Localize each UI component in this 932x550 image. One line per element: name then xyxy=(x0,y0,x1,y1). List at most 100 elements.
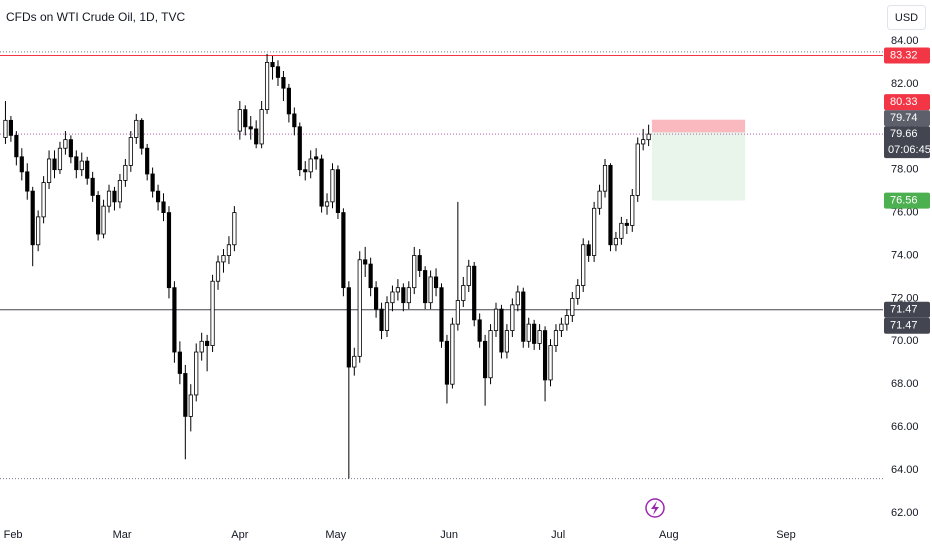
candle-body xyxy=(155,190,161,203)
candle xyxy=(346,281,351,479)
candle xyxy=(30,186,35,267)
candle-body xyxy=(57,147,63,171)
candle-body xyxy=(499,308,504,353)
x-tick-label: Jul xyxy=(551,529,565,541)
candle-body xyxy=(433,276,439,289)
candle xyxy=(232,206,237,252)
candle xyxy=(472,261,477,327)
y-tick-label: 78.00 xyxy=(891,164,919,176)
candle-body xyxy=(68,139,73,158)
chart-title: CFDs on WTI Crude Oil, 1D, TVC xyxy=(6,10,185,24)
y-tick-label: 82.00 xyxy=(891,78,919,90)
candle-body xyxy=(559,323,564,331)
candle-body xyxy=(483,340,488,379)
candle xyxy=(635,137,640,202)
candle-body xyxy=(248,126,253,130)
candle-body xyxy=(635,143,640,196)
candle-body xyxy=(564,315,569,325)
y-tick-label: 66.00 xyxy=(891,421,919,433)
price-label-box xyxy=(884,110,930,127)
stop-zone xyxy=(651,119,746,133)
candle-body xyxy=(25,171,30,192)
candle-body xyxy=(183,373,188,417)
candle-body xyxy=(570,297,575,316)
candle xyxy=(423,266,428,310)
candle xyxy=(406,281,411,310)
currency-button[interactable] xyxy=(887,5,926,30)
candle-body xyxy=(63,139,68,149)
candle-body xyxy=(292,113,297,128)
candle xyxy=(19,148,24,181)
candle xyxy=(439,283,444,348)
candle xyxy=(592,201,597,262)
candle xyxy=(597,184,602,215)
candle xyxy=(450,317,455,389)
candle xyxy=(8,116,13,142)
candle-body xyxy=(237,109,242,132)
candle xyxy=(499,304,504,359)
candle-body xyxy=(90,177,95,196)
candle-body xyxy=(521,291,526,342)
candle-body xyxy=(117,180,123,203)
candle xyxy=(308,150,313,179)
candle xyxy=(537,324,542,350)
candle xyxy=(117,173,123,209)
candle-body xyxy=(412,255,417,289)
price-label: 80.33 xyxy=(890,96,918,108)
candle xyxy=(254,120,259,149)
price-label-box xyxy=(884,317,930,334)
x-tick-label: May xyxy=(325,529,346,541)
candle-body xyxy=(286,87,291,115)
candle xyxy=(264,53,270,114)
candle xyxy=(226,236,232,265)
y-tick-label: 68.00 xyxy=(891,378,919,390)
candle xyxy=(352,347,357,376)
candle-body xyxy=(401,287,406,304)
candle-body xyxy=(254,128,259,145)
candle-body xyxy=(221,255,226,263)
candle xyxy=(570,291,575,322)
y-tick-label: 84.00 xyxy=(891,35,919,47)
event-bolt[interactable] xyxy=(651,501,659,515)
candle-body xyxy=(226,244,232,256)
candle xyxy=(417,249,422,277)
candle-body xyxy=(335,169,341,213)
countdown-label: 07:06:45 xyxy=(888,144,931,156)
candle xyxy=(292,107,297,136)
currency-label[interactable]: USD xyxy=(895,12,918,24)
candle-body xyxy=(166,212,172,289)
candle xyxy=(215,255,221,290)
candle-body xyxy=(630,195,635,226)
candle-body xyxy=(139,119,144,149)
candle-body xyxy=(624,222,629,226)
candle xyxy=(139,118,144,155)
candle xyxy=(188,384,193,432)
candle-body xyxy=(368,263,373,289)
candle-body xyxy=(455,300,460,325)
candle xyxy=(41,176,46,224)
candle-body xyxy=(134,119,139,138)
candle xyxy=(128,131,133,172)
candle-body xyxy=(395,287,400,293)
candle-body xyxy=(532,323,537,344)
candle xyxy=(395,279,400,301)
candle-body xyxy=(352,355,357,368)
candle xyxy=(581,238,586,292)
candle xyxy=(161,193,166,222)
candle-body xyxy=(36,216,41,246)
candle xyxy=(368,257,373,297)
candle-body xyxy=(85,160,90,179)
candle-body xyxy=(439,287,444,342)
candle xyxy=(46,150,52,189)
candle xyxy=(36,210,41,252)
candle-body xyxy=(96,195,101,235)
candle-body xyxy=(488,330,493,379)
events-icon[interactable] xyxy=(645,498,665,518)
candle-body xyxy=(613,237,619,246)
candle-body xyxy=(101,205,106,235)
candle-body xyxy=(619,222,624,239)
candle-body xyxy=(515,291,520,306)
candle-body xyxy=(215,261,221,282)
